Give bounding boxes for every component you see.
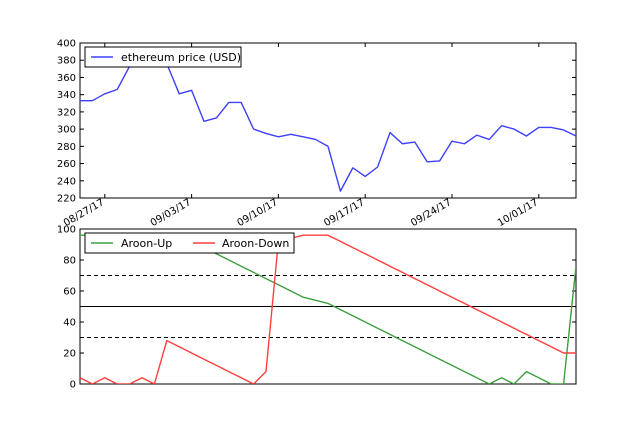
aroon-series-line-1	[80, 234, 576, 384]
aroon-y-tick-label: 100	[57, 225, 76, 236]
price-y-tick-label: 380	[57, 56, 76, 67]
aroon-reference-lines	[80, 275, 576, 338]
price-y-tick-label: 340	[57, 90, 76, 101]
aroon-legend: Aroon-Up Aroon-Down	[84, 232, 295, 254]
price-y-tick-label: 260	[57, 159, 76, 170]
price-y-tick-label: 220	[57, 194, 76, 205]
aroon-panel: 0 20 40 60 80 100	[57, 225, 577, 391]
price-y-tick-label: 280	[57, 142, 76, 153]
aroon-legend-box	[84, 232, 295, 254]
price-y-tick-label: 240	[57, 176, 76, 187]
aroon-down-legend-label: Aroon-Down	[222, 237, 289, 250]
aroon-y-tick-label: 20	[63, 349, 76, 360]
price-y-tick-label: 320	[57, 107, 76, 118]
price-legend: ethereum price (USD)	[84, 46, 242, 68]
price-y-tick-label: 400	[57, 39, 76, 50]
price-legend-label: ethereum price (USD)	[121, 51, 241, 64]
price-legend-box	[84, 46, 242, 68]
aroon-y-tick-label: 0	[70, 380, 76, 391]
price-y-axis: 220 240 260 280 300 320 340 360 380 400	[57, 39, 576, 205]
aroon-y-tick-label: 40	[63, 318, 76, 329]
price-plot-frame	[79, 42, 577, 199]
price-y-tick-label: 360	[57, 73, 76, 84]
aroon-y-tick-label: 80	[63, 256, 76, 267]
aroon-y-tick-label: 60	[63, 287, 76, 298]
price-y-tick-label: 300	[57, 125, 76, 136]
aroon-up-legend-label: Aroon-Up	[121, 237, 172, 250]
